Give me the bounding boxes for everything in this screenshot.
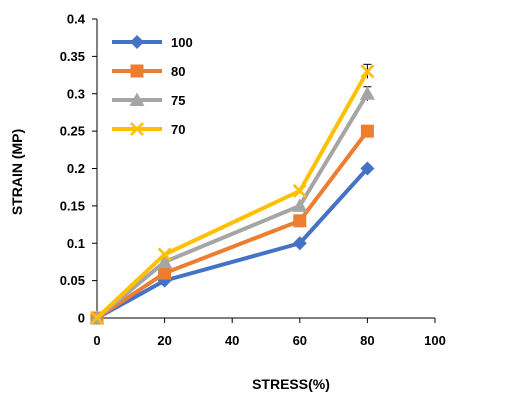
y-tick-label: 0.15 xyxy=(60,198,85,213)
legend-item: 70 xyxy=(112,122,185,137)
data-point xyxy=(292,236,307,251)
data-point xyxy=(360,64,375,79)
y-tick-label: 0 xyxy=(78,311,85,326)
legend-item: 100 xyxy=(112,35,193,50)
data-point xyxy=(359,86,375,100)
legend-label: 75 xyxy=(171,93,185,108)
data-point xyxy=(90,311,104,325)
legend-marker xyxy=(129,92,145,106)
legend-marker xyxy=(130,122,144,136)
legend-item: 75 xyxy=(112,92,185,108)
y-axis-title: STRAIN (MP) xyxy=(9,129,25,215)
data-point xyxy=(360,124,374,138)
x-tick-label: 80 xyxy=(360,333,374,348)
legend-marker xyxy=(130,64,144,78)
x-tick-label: 100 xyxy=(424,333,446,348)
x-axis-title: STRESS(%) xyxy=(252,376,330,392)
legend-item: 80 xyxy=(112,64,185,79)
series-line xyxy=(95,92,370,320)
y-tick-label: 0.35 xyxy=(60,49,85,64)
data-point xyxy=(292,198,308,212)
axes xyxy=(96,19,435,319)
series-line xyxy=(95,129,369,320)
y-tick-label: 0.3 xyxy=(67,86,85,101)
legend-label: 100 xyxy=(171,35,193,50)
series-100 xyxy=(90,161,375,325)
x-tick-label: 40 xyxy=(225,333,239,348)
data-point xyxy=(360,161,375,176)
series-line xyxy=(96,167,369,320)
data-point xyxy=(157,254,173,268)
data-point xyxy=(158,266,172,280)
legend-label: 70 xyxy=(171,122,185,137)
x-tick-label: 60 xyxy=(293,333,307,348)
x-tick-label: 0 xyxy=(93,333,100,348)
legend-marker xyxy=(130,35,144,49)
data-point xyxy=(157,247,172,262)
data-point xyxy=(293,214,307,228)
y-tick-label: 0.4 xyxy=(67,12,86,27)
x-tick-label: 20 xyxy=(157,333,171,348)
series-group xyxy=(89,64,375,325)
legend: 100 80 75 70 xyxy=(112,35,193,137)
y-tick-label: 0.25 xyxy=(60,124,85,139)
data-point xyxy=(292,184,307,198)
series-line xyxy=(95,70,370,320)
y-axis-ticks: 0 0.05 0.1 0.15 0.2 0.25 0.3 0.35 0.4 xyxy=(60,12,97,326)
x-axis-ticks: 0 20 40 60 80 100 xyxy=(93,318,446,348)
series-70 xyxy=(90,64,375,325)
y-tick-label: 0.1 xyxy=(67,236,85,251)
legend-label: 80 xyxy=(171,64,185,79)
y-tick-label: 0.2 xyxy=(67,161,85,176)
y-tick-label: 0.05 xyxy=(60,273,85,288)
